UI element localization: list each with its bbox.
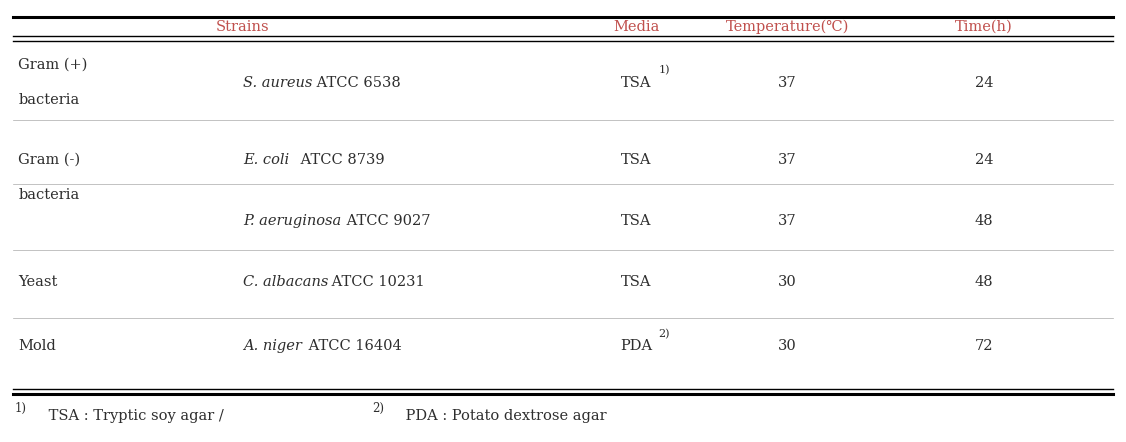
Text: Gram (+): Gram (+): [18, 58, 88, 72]
Text: bacteria: bacteria: [18, 188, 80, 202]
Text: bacteria: bacteria: [18, 93, 80, 107]
Text: Yeast: Yeast: [18, 275, 57, 290]
Text: Media: Media: [613, 20, 659, 34]
Text: Strains: Strains: [216, 20, 270, 34]
Text: TSA: TSA: [620, 152, 651, 167]
Text: TSA : Tryptic soy agar /: TSA : Tryptic soy agar /: [44, 409, 233, 423]
Text: 37: 37: [778, 152, 797, 167]
Text: S. aureus: S. aureus: [243, 76, 312, 90]
Text: 24: 24: [975, 76, 993, 90]
Text: 1): 1): [15, 402, 27, 415]
Text: C. albacans: C. albacans: [243, 275, 329, 290]
Text: 24: 24: [975, 152, 993, 167]
Text: PDA: PDA: [620, 339, 652, 353]
Text: 48: 48: [975, 214, 993, 228]
Text: 30: 30: [778, 275, 797, 290]
Text: 37: 37: [778, 214, 797, 228]
Text: ATCC 16404: ATCC 16404: [304, 339, 402, 353]
Text: 72: 72: [975, 339, 993, 353]
Text: ATCC 9027: ATCC 9027: [342, 214, 430, 228]
Text: 2): 2): [659, 329, 670, 339]
Text: A. niger: A. niger: [243, 339, 302, 353]
Text: ATCC 8739: ATCC 8739: [296, 152, 385, 167]
Text: Gram (-): Gram (-): [18, 152, 80, 167]
Text: PDA : Potato dextrose agar: PDA : Potato dextrose agar: [401, 409, 607, 423]
Text: P. aeruginosa: P. aeruginosa: [243, 214, 341, 228]
Text: TSA: TSA: [620, 214, 651, 228]
Text: Temperature(℃): Temperature(℃): [726, 19, 849, 34]
Text: 1): 1): [659, 65, 670, 76]
Text: Time(h): Time(h): [955, 20, 1013, 34]
Text: ATCC 6538: ATCC 6538: [312, 76, 401, 90]
Text: 30: 30: [778, 339, 797, 353]
Text: 2): 2): [372, 402, 384, 415]
Text: Mold: Mold: [18, 339, 56, 353]
Text: TSA: TSA: [620, 76, 651, 90]
Text: ATCC 10231: ATCC 10231: [327, 275, 425, 290]
Text: 37: 37: [778, 76, 797, 90]
Text: 48: 48: [975, 275, 993, 290]
Text: E. coli: E. coli: [243, 152, 289, 167]
Text: TSA: TSA: [620, 275, 651, 290]
